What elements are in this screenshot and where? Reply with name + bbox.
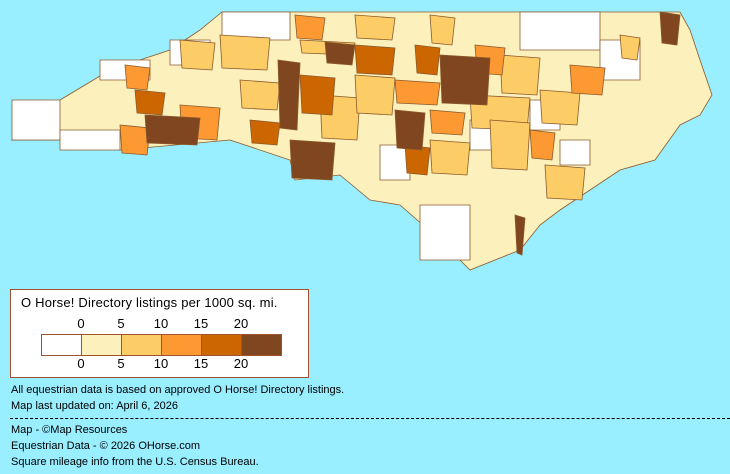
county: [439, 54, 491, 106]
legend-tick: 0: [77, 356, 85, 371]
county: [124, 64, 151, 91]
county: [619, 34, 641, 61]
county: [659, 11, 681, 46]
county: [419, 204, 471, 261]
legend-tick: 5: [117, 356, 125, 371]
legend-title: O Horse! Directory listings per 1000 sq.…: [21, 295, 278, 310]
county: [489, 119, 531, 171]
county: [414, 44, 441, 76]
legend-swatch: [162, 335, 202, 355]
county: [354, 74, 396, 116]
county: [294, 14, 326, 41]
county: [219, 34, 271, 71]
county: [179, 39, 216, 71]
legend-swatch: [82, 335, 122, 355]
county: [119, 124, 151, 156]
legend-tick: 20: [233, 356, 249, 371]
legend-swatch: [242, 335, 281, 355]
divider: [10, 418, 730, 419]
north-carolina-county-map: [10, 11, 713, 271]
county: [289, 139, 336, 181]
legend-tick: 10: [153, 356, 169, 371]
county: [539, 89, 581, 126]
county: [394, 79, 441, 106]
county: [429, 139, 471, 176]
county: [429, 14, 456, 46]
legend-color-bar: [41, 334, 282, 356]
legend-tick: 20: [233, 316, 249, 331]
census-credit: Square mileage info from the U.S. Census…: [11, 456, 259, 468]
county: [544, 164, 586, 201]
county: [569, 64, 606, 96]
county: [277, 59, 301, 131]
map-credit: Map - ©Map Resources: [11, 424, 128, 436]
county: [529, 129, 556, 161]
county: [249, 119, 281, 146]
legend-tick: 15: [193, 356, 209, 371]
legend-tick: 5: [117, 316, 125, 331]
legend-swatch: [202, 335, 242, 355]
last-updated-note: Map last updated on: April 6, 2026: [11, 400, 178, 412]
county: [324, 41, 356, 66]
county: [59, 129, 121, 151]
county: [559, 139, 591, 166]
county: [11, 99, 61, 141]
legend: O Horse! Directory listings per 1000 sq.…: [10, 289, 309, 378]
data-credit: Equestrian Data - © 2026 OHorse.com: [11, 440, 201, 452]
legend-tick: 10: [153, 316, 169, 331]
data-basis-note: All equestrian data is based on approved…: [11, 384, 345, 396]
county: [499, 54, 541, 96]
county: [239, 79, 281, 111]
county: [144, 114, 201, 146]
county: [519, 11, 601, 51]
legend-swatch: [122, 335, 162, 355]
county: [299, 74, 336, 116]
legend-tick: 0: [77, 316, 85, 331]
county: [514, 214, 526, 256]
county: [134, 89, 166, 116]
county: [354, 44, 396, 76]
county: [429, 109, 466, 136]
county: [354, 14, 396, 41]
legend-swatch: [42, 335, 82, 355]
legend-tick: 15: [193, 316, 209, 331]
county: [221, 11, 291, 41]
county: [394, 109, 426, 151]
